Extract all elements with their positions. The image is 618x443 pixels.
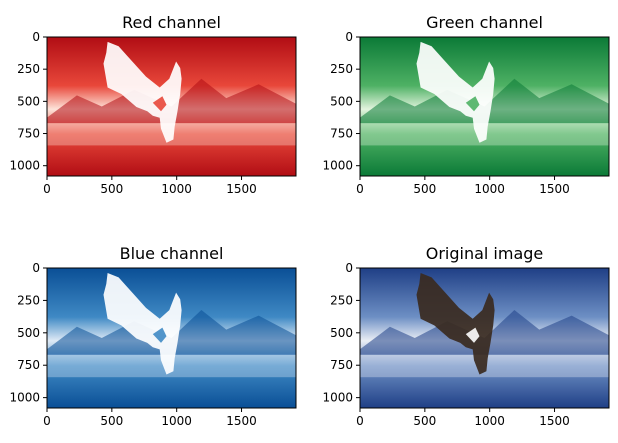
x-tick-label: 1500 bbox=[539, 414, 570, 428]
x-tick-label: 500 bbox=[413, 182, 436, 196]
eagle-head bbox=[152, 327, 167, 343]
mountains bbox=[47, 310, 296, 355]
axes-frame bbox=[359, 36, 610, 177]
x-tick-label: 1500 bbox=[226, 414, 257, 428]
y-tick-label: 1000 bbox=[322, 391, 353, 405]
subplot-4: Original image 0 500 1000 1500 0 250 500 750 1000 bbox=[322, 244, 610, 428]
subplot-2: Green channel 0 500 1000 1500 0 250 500 750 1000 bbox=[322, 13, 610, 196]
mountains bbox=[360, 78, 609, 124]
x-tick-label: 1000 bbox=[161, 182, 192, 196]
subplot-title: Green channel bbox=[426, 13, 543, 32]
subplot-1: Red channel 0 500 1000 1500 0 250 500 750 1000 bbox=[9, 13, 297, 196]
subplot-title: Blue channel bbox=[120, 244, 224, 263]
eagle-head bbox=[465, 96, 480, 112]
subplot-3: Blue channel 0 500 1000 1500 0 250 500 750 1000 bbox=[9, 244, 297, 428]
y-tick-label: 0 bbox=[345, 261, 353, 275]
y-tick-label: 750 bbox=[330, 127, 353, 141]
y-tick-label: 0 bbox=[345, 30, 353, 44]
y-tick-label: 1000 bbox=[322, 159, 353, 173]
eagle-head bbox=[465, 327, 480, 343]
mountains bbox=[360, 310, 609, 355]
y-tick-label: 250 bbox=[17, 62, 40, 76]
x-tick-label: 1000 bbox=[161, 414, 192, 428]
eagle-silhouette bbox=[103, 273, 182, 375]
y-tick-label: 500 bbox=[17, 326, 40, 340]
y-tick-label: 750 bbox=[17, 127, 40, 141]
x-tick-label: 0 bbox=[356, 414, 364, 428]
eagle-silhouette bbox=[416, 41, 495, 143]
eagle-head bbox=[152, 96, 167, 112]
y-tick-label: 500 bbox=[17, 94, 40, 108]
x-tick-label: 1500 bbox=[226, 182, 257, 196]
x-tick-label: 1500 bbox=[539, 182, 570, 196]
axes-frame bbox=[46, 36, 297, 177]
x-tick-label: 1000 bbox=[474, 182, 505, 196]
x-tick-label: 500 bbox=[413, 414, 436, 428]
subplot-title: Original image bbox=[426, 244, 544, 263]
y-tick-label: 250 bbox=[330, 293, 353, 307]
mountains bbox=[47, 78, 296, 124]
x-tick-label: 500 bbox=[100, 414, 123, 428]
y-tick-label: 250 bbox=[330, 62, 353, 76]
x-tick-label: 0 bbox=[356, 182, 364, 196]
x-tick-label: 1000 bbox=[474, 414, 505, 428]
eagle-silhouette bbox=[103, 41, 182, 143]
y-tick-label: 0 bbox=[32, 261, 40, 275]
y-tick-label: 750 bbox=[330, 358, 353, 372]
y-tick-label: 1000 bbox=[9, 159, 40, 173]
y-tick-label: 500 bbox=[330, 326, 353, 340]
subplot-title: Red channel bbox=[122, 13, 221, 32]
axes-frame bbox=[359, 267, 610, 409]
y-tick-label: 0 bbox=[32, 30, 40, 44]
y-tick-label: 250 bbox=[17, 293, 40, 307]
eagle-silhouette bbox=[416, 273, 495, 375]
x-tick-label: 0 bbox=[43, 182, 51, 196]
y-tick-label: 500 bbox=[330, 94, 353, 108]
y-tick-label: 750 bbox=[17, 358, 40, 372]
y-tick-label: 1000 bbox=[9, 391, 40, 405]
x-tick-label: 500 bbox=[100, 182, 123, 196]
axes-frame bbox=[46, 267, 297, 409]
x-tick-label: 0 bbox=[43, 414, 51, 428]
